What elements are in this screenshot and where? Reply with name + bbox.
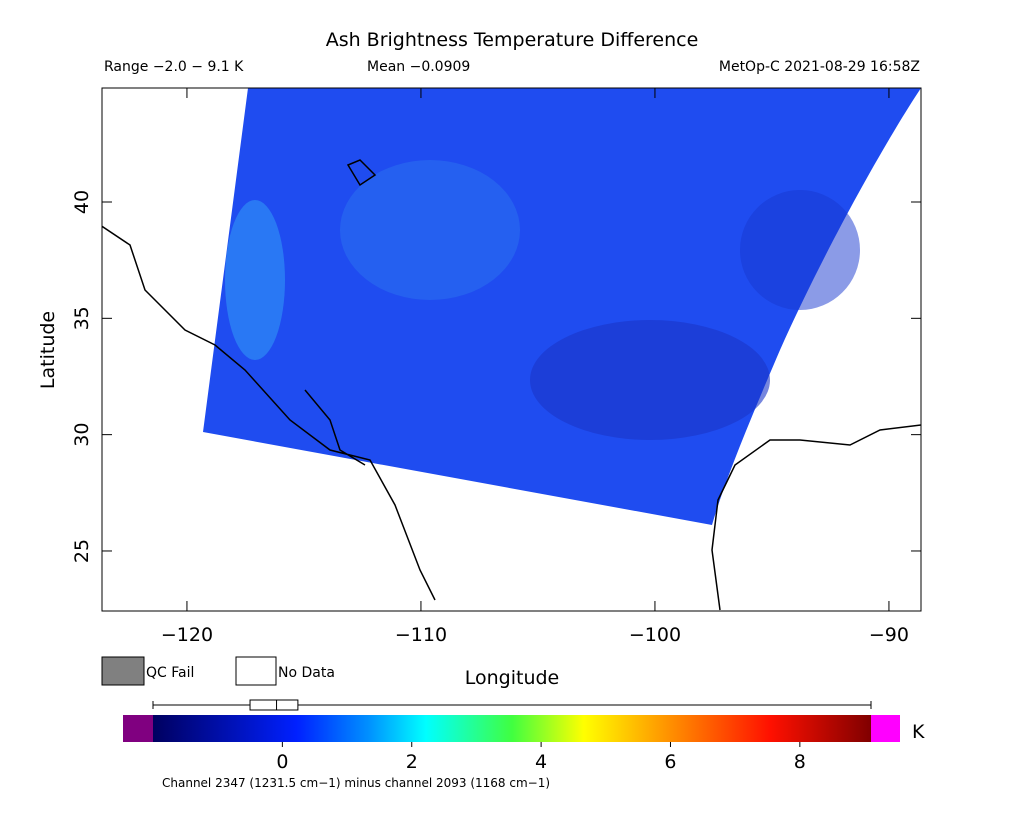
x-tick-label: −110 <box>395 624 447 646</box>
range-text: Range −2.0 − 9.1 K <box>104 59 244 75</box>
colorbar-tick-label: 4 <box>535 751 547 773</box>
title: Ash Brightness Temperature Difference <box>326 29 699 51</box>
y-tick-label: 40 <box>71 190 93 214</box>
colorbar-unit: K <box>912 721 925 743</box>
colorbar <box>153 715 871 742</box>
y-axis-label: Latitude <box>37 311 59 389</box>
colorbar-tick-label: 2 <box>406 751 418 773</box>
mean-text: Mean −0.0909 <box>367 59 470 75</box>
colorbar-under <box>123 715 153 742</box>
legend-swatch-nodata <box>235 656 277 686</box>
legend-swatch-qc <box>101 656 145 686</box>
y-tick-label: 30 <box>71 423 93 447</box>
box <box>249 699 299 711</box>
legend-label: QC Fail <box>146 665 194 681</box>
y-tick-label: 35 <box>71 306 93 330</box>
x-tick-label: −90 <box>869 624 909 646</box>
colorbar-over <box>871 715 900 742</box>
colorbar-tick-label: 6 <box>664 751 676 773</box>
x-tick-label: −100 <box>629 624 681 646</box>
legend-label: No Data <box>278 665 335 681</box>
x-axis-label: Longitude <box>465 667 560 689</box>
colorbar-tick-label: 8 <box>794 751 806 773</box>
swath <box>102 88 921 611</box>
colorbar-tick-label: 0 <box>276 751 288 773</box>
plot-frame <box>101 87 922 612</box>
x-tick-label: −120 <box>161 624 213 646</box>
source-text: MetOp-C 2021-08-29 16:58Z <box>719 59 920 75</box>
colorbar-caption: Channel 2347 (1231.5 cm−1) minus channel… <box>162 776 550 790</box>
y-tick-label: 25 <box>71 539 93 563</box>
